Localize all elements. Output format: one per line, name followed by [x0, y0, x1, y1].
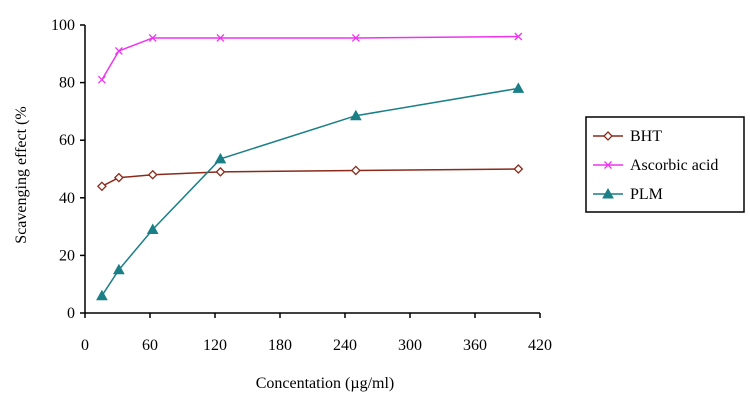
y-tick-label: 40: [59, 190, 75, 207]
data-point-series-1: [147, 169, 158, 180]
data-point-series-3: [96, 289, 108, 301]
data-point-series-2: [351, 34, 360, 42]
y-tick-label: 60: [59, 132, 75, 149]
legend-marker: [604, 161, 612, 169]
data-point-series-2: [114, 46, 123, 55]
series-line-3: [101, 87, 519, 297]
data-point-series-2: [514, 32, 523, 41]
data-point-series-2: [148, 34, 157, 42]
data-point-series-1: [113, 172, 124, 183]
x-tick-label: 420: [528, 337, 552, 354]
legend-marker: [603, 131, 613, 141]
legend-label: PLM: [630, 186, 663, 203]
x-axis-title: Concentation (µg/ml): [256, 375, 395, 392]
series-line-2: [101, 35, 519, 81]
data-point-series-3: [146, 223, 159, 234]
y-tick-label: 80: [59, 75, 75, 92]
series-line-1: [101, 168, 519, 187]
y-tick-label: 100: [51, 17, 75, 34]
x-tick-label: 360: [463, 337, 487, 354]
data-point-series-3: [512, 82, 525, 93]
x-tick-label: 60: [142, 337, 158, 354]
x-tick-label: 0: [81, 337, 89, 354]
data-point-series-1: [350, 165, 361, 176]
data-point-series-2: [216, 34, 225, 42]
y-tick-label: 0: [67, 305, 75, 322]
x-tick-label: 240: [333, 337, 357, 354]
data-point-series-1: [513, 164, 524, 174]
legend-marker: [602, 187, 614, 199]
y-axis-title: Scavenging effect (%: [13, 106, 30, 243]
legend-label: BHT: [630, 128, 662, 145]
plot-area: 0 20 40 60 80 100 0 60 120 180 240 300 360 420: [51, 17, 552, 354]
legend-label: Ascorbic acid: [630, 157, 718, 174]
data-point-series-3: [214, 152, 227, 164]
x-tick-label: 180: [268, 337, 292, 354]
x-tick-label: 120: [203, 337, 227, 354]
data-point-series-1: [215, 166, 226, 177]
data-point-series-3: [113, 263, 125, 275]
x-tick-label: 300: [398, 337, 422, 354]
data-point-series-2: [97, 75, 106, 84]
data-point-series-3: [349, 109, 362, 121]
legend: BHT Ascorbic acid PLM: [585, 116, 745, 213]
y-tick-label: 20: [59, 247, 75, 264]
data-point-series-1: [96, 181, 107, 192]
